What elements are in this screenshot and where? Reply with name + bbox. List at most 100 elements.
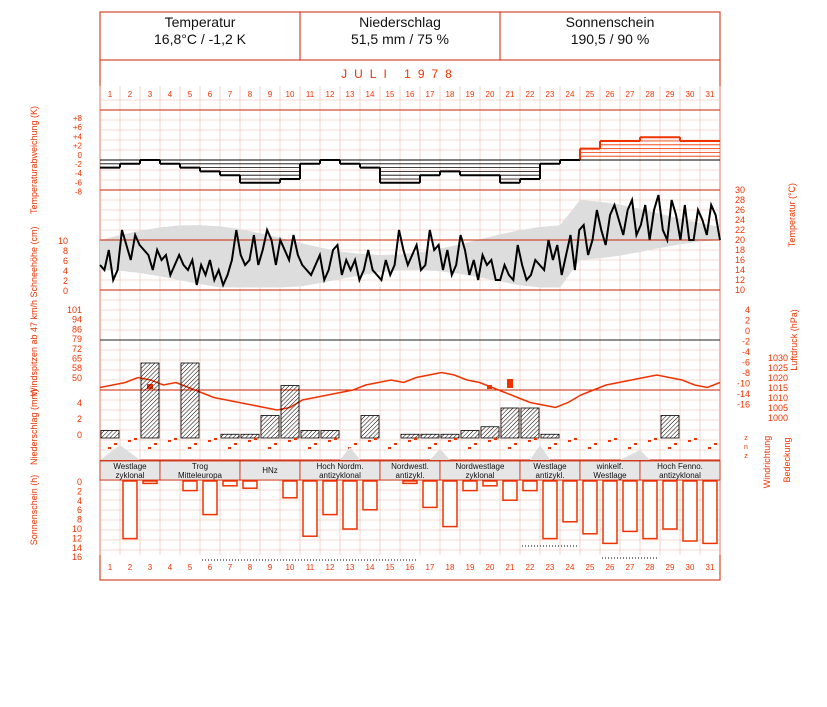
sunshine-bar [542,480,558,540]
pressure-tick: 1015 [768,383,788,393]
day-label-top: 4 [168,90,173,99]
day-label-top: 9 [268,90,273,99]
wind-dir-mark [208,440,211,442]
snow-tick: 6 [63,256,68,266]
pressure-left-tick: -4 [742,347,750,357]
sunshine-tick: 16 [72,552,82,562]
day-label-bottom: 22 [526,563,535,572]
sunshine-bar [702,480,718,545]
day-label-bottom: 29 [666,563,675,572]
wind-dir-mark [414,438,417,440]
sunshine-bar [462,480,478,492]
weather-type-label: Nordwestl. [391,462,429,471]
left-label-temp-anomaly: Temperaturabweichung (K) [29,106,39,214]
day-label-bottom: 12 [326,563,335,572]
pressure-line [99,371,721,411]
pressure-left-tick: -10 [737,379,750,389]
day-label-top: 1 [108,90,113,99]
day-label-bottom: 8 [248,563,253,572]
weather-type-label: Westlage [533,462,567,471]
header-sunshine: Sonnenschein 190,5 / 90 % [500,14,720,58]
precip-bar [360,415,380,439]
day-label-bottom: 31 [706,563,715,572]
day-label-top: 13 [346,90,355,99]
weather-type-label: antizykl. [536,471,565,480]
sunshine-bar [662,480,678,530]
wind-dir-mark [308,447,311,449]
sunshine-bar [482,480,498,487]
header-precipitation-label: Niederschlag [359,14,441,30]
sunshine-bar [442,480,458,528]
day-label-bottom: 1 [108,563,113,572]
wind-dir-mark [534,438,537,440]
day-label-top: 7 [228,90,233,99]
day-label-top: 8 [248,90,253,99]
wind-dir-mark [648,440,651,442]
sunshine-bar [302,480,318,537]
wind-dir-mark [328,440,331,442]
snow-tick: 8 [63,246,68,256]
day-label-top: 16 [406,90,415,99]
header-precipitation: Niederschlag 51,5 mm / 75 % [300,14,500,58]
temperature-normal-band [100,200,720,288]
sunshine-bar [502,480,518,501]
sunshine-bar [422,480,438,509]
temperature-tick: 10 [735,285,745,295]
wind-dir-mark [294,438,297,440]
day-label-top: 24 [566,90,575,99]
wind-gust-marker [507,379,513,388]
day-label-bottom: 4 [168,563,173,572]
weather-type-cell [639,460,721,481]
weather-type-label: Trog [192,462,208,471]
precip-bar [300,430,320,439]
day-label-top: 22 [526,90,535,99]
wind-dir-mark [454,438,457,440]
day-label-bottom: 3 [148,563,153,572]
wind-gust-marker [487,385,492,389]
sunshine-bar [202,480,218,516]
day-label-top: 26 [606,90,615,99]
pressure-left-tick: 4 [745,305,750,315]
sunshine-bar [642,480,658,540]
day-label-bottom: 5 [188,563,193,572]
temp-anomaly-tick: +8 [73,114,83,123]
day-label-bottom: 19 [466,563,475,572]
pressure-tick: 1020 [768,373,788,383]
temperature-tick: 16 [735,255,745,265]
precip-bar [460,430,480,439]
precip-bar [100,430,120,439]
wind-dir-mark [248,440,251,442]
day-label-top: 25 [586,90,595,99]
day-label-top: 18 [446,90,455,99]
wind-dir-mark [288,440,291,442]
precip-tick: 2 [77,414,82,424]
wind-dir-mark [168,440,171,442]
day-label-top: 17 [426,90,435,99]
precip-bar [660,415,680,439]
sunshine-bar [242,480,258,489]
wind-dir-mark [254,438,257,440]
wind-dir-mark [668,447,671,449]
wind-dir-mark [488,440,491,442]
header-sunshine-label: Sonnenschein [565,14,655,30]
temperature-tick: 18 [735,245,745,255]
precip-bar [540,433,560,439]
header-temperature-value: 16,8°C / -1,2 K [154,31,246,47]
wind-dir-mark [528,440,531,442]
left-label-snow: Schneehöhe (cm) [29,226,39,297]
day-label-bottom: 26 [606,563,615,572]
wind-dir-mark [508,447,511,449]
sunshine-tick: 12 [72,533,82,543]
weather-type-label: Hoch Fenno. [657,462,703,471]
precip-tick: 4 [77,398,82,408]
pressure-left-tick: 2 [745,316,750,326]
wind-tick: 79 [72,334,82,344]
day-label-top: 23 [546,90,555,99]
day-label-bottom: 11 [306,563,315,572]
wind-dir-mark [514,443,517,445]
day-label-bottom: 18 [446,563,455,572]
day-label-top: 3 [148,90,153,99]
wind-dir-mark [708,447,711,449]
sunshine-bar [602,480,618,545]
wind-dir-mark [674,443,677,445]
